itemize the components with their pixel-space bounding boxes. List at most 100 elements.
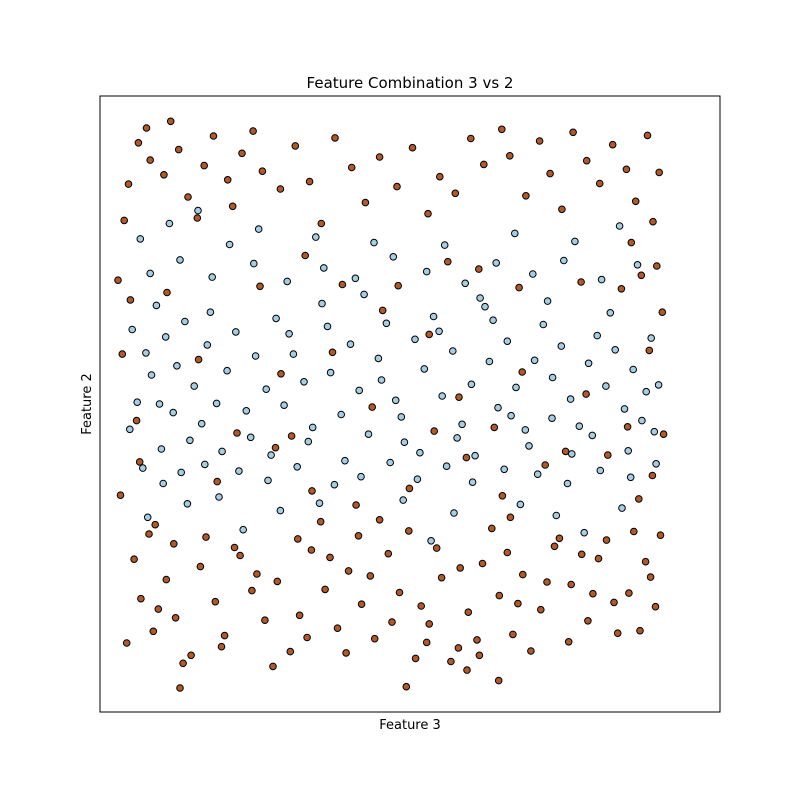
data-point [606, 309, 615, 317]
data-point [135, 458, 144, 466]
data-point [655, 168, 664, 177]
data-point [633, 261, 642, 269]
data-point [361, 198, 370, 207]
data-point [331, 134, 339, 142]
data-point [584, 617, 592, 625]
data-point [427, 537, 435, 545]
data-point [160, 171, 168, 179]
data-point [308, 487, 316, 495]
data-point [648, 471, 657, 480]
data-point [618, 504, 626, 512]
data-point [567, 580, 576, 589]
data-point [116, 491, 125, 500]
data-point [152, 301, 161, 310]
data-point [399, 496, 408, 504]
data-point [122, 639, 131, 647]
data-point [225, 240, 234, 249]
data-point [264, 476, 272, 485]
data-point [163, 288, 171, 297]
data-point [149, 627, 158, 636]
data-point [217, 642, 226, 651]
data-point [166, 117, 175, 126]
data-point [242, 407, 251, 415]
data-point [276, 185, 285, 193]
data-point [480, 160, 488, 169]
data-point [203, 341, 212, 349]
data-point [422, 267, 431, 276]
data-point [354, 532, 363, 540]
data-point [137, 594, 145, 603]
data-point [610, 598, 618, 607]
data-point [341, 456, 349, 465]
data-point [654, 381, 663, 389]
data-point [253, 570, 261, 578]
data-point [649, 217, 657, 226]
data-point [568, 450, 576, 458]
data-point [194, 206, 202, 215]
data-point [295, 611, 304, 620]
data-point [239, 525, 247, 534]
data-point [408, 143, 417, 152]
data-point [447, 657, 455, 666]
data-point [631, 197, 640, 206]
data-point [400, 438, 409, 447]
data-point [507, 411, 515, 420]
data-point [326, 368, 335, 377]
data-point [169, 408, 177, 417]
data-point [200, 161, 208, 170]
data-point [134, 139, 143, 147]
data-point [382, 319, 391, 328]
data-point [530, 356, 539, 365]
data-point [254, 225, 263, 233]
data-point [651, 602, 660, 611]
data-point [432, 544, 441, 552]
data-point [256, 282, 264, 291]
data-point [193, 214, 202, 222]
data-point [514, 599, 522, 608]
data-point [248, 586, 256, 595]
data-point [397, 413, 406, 421]
data-point [197, 419, 206, 428]
data-point [425, 330, 434, 339]
data-point [128, 325, 136, 334]
data-point [375, 153, 384, 161]
data-point [575, 422, 584, 431]
data-point [529, 270, 537, 278]
data-point [130, 555, 138, 564]
data-point [286, 647, 295, 656]
data-point [384, 549, 393, 558]
data-point [215, 493, 223, 501]
data-point [337, 410, 346, 419]
data-point [196, 562, 205, 571]
data-point [608, 140, 617, 149]
data-point [518, 368, 527, 376]
data-point [378, 306, 387, 315]
data-point [114, 276, 122, 285]
data-point [541, 461, 550, 469]
data-point [211, 597, 220, 606]
data-point [155, 400, 164, 408]
data-point [494, 403, 502, 412]
data-point [582, 156, 591, 165]
data-point [506, 152, 514, 160]
data-point [344, 567, 353, 575]
data-point [437, 573, 446, 582]
plot-frame [99, 95, 721, 713]
data-point [455, 393, 463, 402]
data-point [450, 509, 458, 517]
data-point [658, 308, 667, 317]
data-point [516, 500, 525, 509]
data-point [146, 156, 154, 164]
data-point [503, 548, 512, 557]
data-point [320, 264, 328, 272]
data-point [355, 386, 364, 395]
data-point [246, 433, 255, 442]
data-point [615, 222, 624, 230]
data-point [370, 634, 379, 643]
data-point [440, 241, 449, 249]
data-point [511, 229, 519, 238]
data-point [161, 333, 170, 341]
data-point [291, 142, 300, 150]
data-point [625, 589, 633, 597]
data-point [236, 551, 244, 560]
